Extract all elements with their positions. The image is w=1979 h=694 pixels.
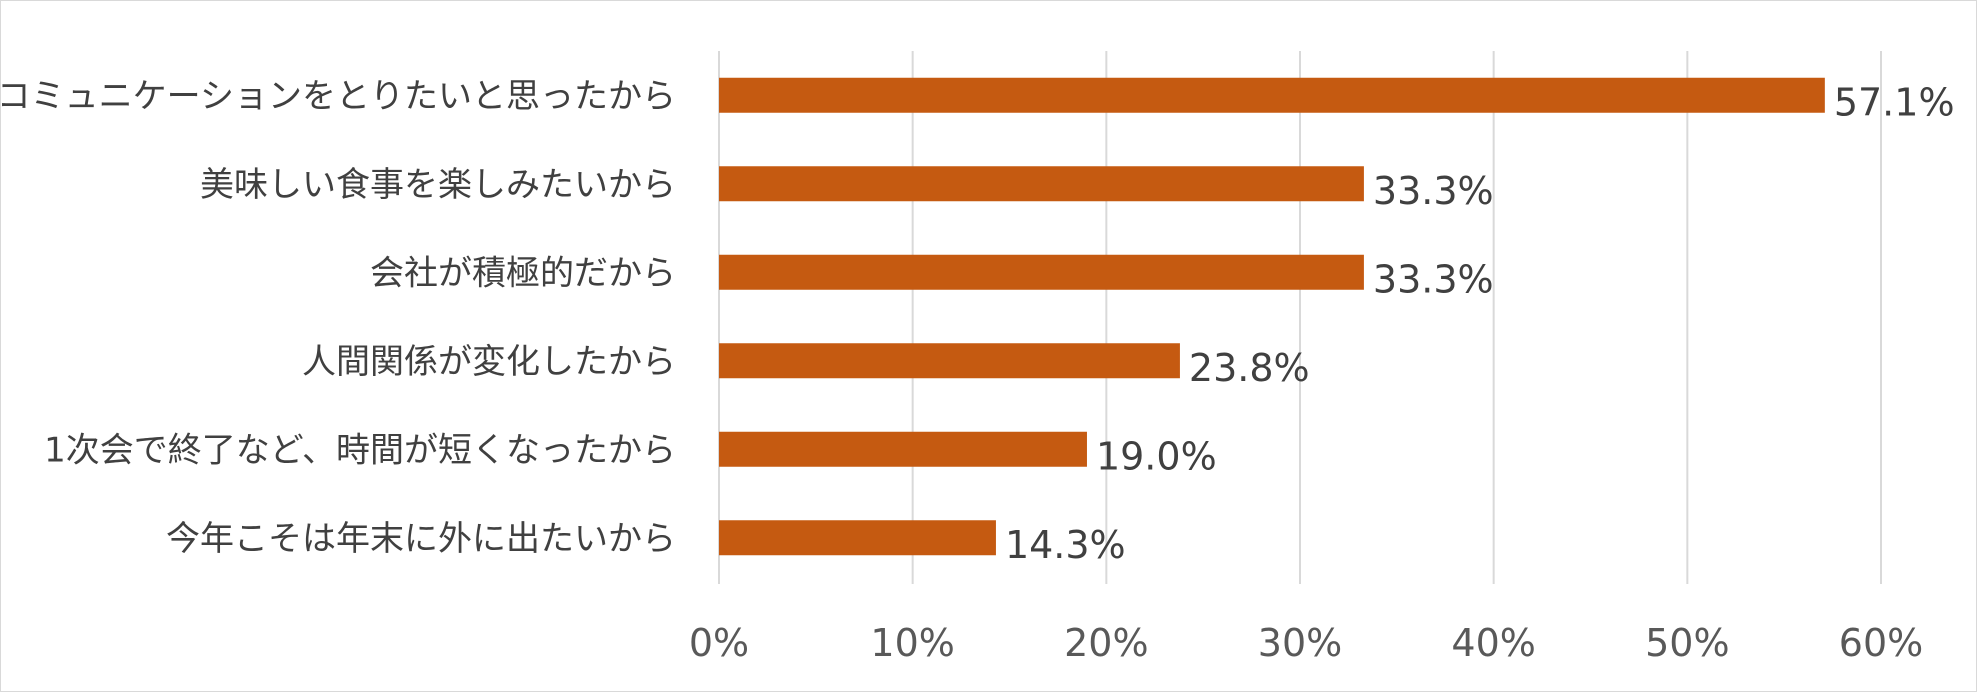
data-label-6: 14.3% xyxy=(1005,523,1126,567)
x-tick-label-10: 10% xyxy=(870,621,954,665)
data-label-4: 23.8% xyxy=(1189,346,1310,390)
x-tick-label-20: 20% xyxy=(1064,621,1148,665)
category-label-6: 今年こそは年末に外に出たいから xyxy=(166,519,676,559)
data-label-5: 19.0% xyxy=(1096,434,1217,478)
bar-6 xyxy=(719,520,996,556)
category-label-1: コミュニケーションをとりたいと思ったから xyxy=(1,76,676,116)
x-tick-label-50: 50% xyxy=(1645,621,1729,665)
category-labels: コミュニケーションをとりたいと思ったから美味しい食事を楽しみたいから会社が積極的… xyxy=(1,76,676,559)
gridlines xyxy=(718,51,1882,584)
category-label-2: 美味しい食事を楽しみたいから xyxy=(200,165,676,205)
data-label-2: 33.3% xyxy=(1373,169,1494,213)
category-label-4: 人間関係が変化したから xyxy=(302,342,676,382)
bar-4 xyxy=(719,343,1180,379)
x-tick-label-40: 40% xyxy=(1451,621,1535,665)
data-labels: 57.1% 33.3% 33.3% 23.8% 19.0% 14.3% xyxy=(1005,80,1955,567)
bars xyxy=(719,77,1825,556)
data-label-3: 33.3% xyxy=(1373,257,1494,301)
x-tick-label-60: 60% xyxy=(1839,621,1923,665)
bar-2 xyxy=(719,166,1364,202)
bar-1 xyxy=(719,77,1825,113)
bar-5 xyxy=(719,431,1087,467)
category-label-5: 1次会で終了など、時間が短くなったから xyxy=(44,430,676,470)
x-tick-label-30: 30% xyxy=(1258,621,1342,665)
category-label-3: 会社が積極的だから xyxy=(370,253,676,293)
data-label-1: 57.1% xyxy=(1834,80,1955,124)
x-tick-label-0: 0% xyxy=(689,621,749,665)
bar-3 xyxy=(719,254,1364,290)
x-tick-labels: 0% 10% 20% 30% 40% 50% 60% xyxy=(689,621,1923,665)
